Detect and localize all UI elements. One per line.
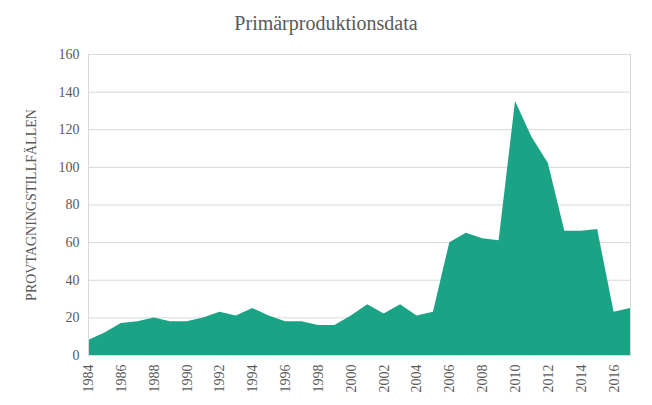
svg-text:2014: 2014 xyxy=(574,365,589,393)
svg-text:80: 80 xyxy=(66,197,80,212)
svg-text:2008: 2008 xyxy=(475,365,490,393)
svg-text:1986: 1986 xyxy=(114,365,129,393)
svg-text:2002: 2002 xyxy=(377,365,392,393)
svg-text:140: 140 xyxy=(59,85,80,100)
svg-text:2000: 2000 xyxy=(344,365,359,393)
svg-text:1996: 1996 xyxy=(278,365,293,393)
svg-text:60: 60 xyxy=(66,235,80,250)
svg-text:1990: 1990 xyxy=(180,365,195,393)
svg-text:2010: 2010 xyxy=(508,365,523,393)
svg-text:2012: 2012 xyxy=(541,365,556,393)
svg-text:160: 160 xyxy=(59,47,80,62)
svg-text:2016: 2016 xyxy=(607,365,622,393)
svg-text:PROVTAGNINGSTILLFÄLLEN: PROVTAGNINGSTILLFÄLLEN xyxy=(23,109,39,301)
svg-text:1994: 1994 xyxy=(245,365,260,393)
svg-text:0: 0 xyxy=(73,348,80,363)
svg-text:2006: 2006 xyxy=(442,365,457,393)
svg-text:20: 20 xyxy=(66,310,80,325)
svg-text:120: 120 xyxy=(59,122,80,137)
svg-text:1988: 1988 xyxy=(147,365,162,393)
svg-text:2004: 2004 xyxy=(409,365,424,393)
svg-text:100: 100 xyxy=(59,160,80,175)
svg-text:1984: 1984 xyxy=(81,365,96,393)
html-text:Primärproduktionsdata: Primärproduktionsdata xyxy=(234,12,418,34)
svg-text:40: 40 xyxy=(66,273,80,288)
svg-text:1998: 1998 xyxy=(311,365,326,393)
svg-text:1992: 1992 xyxy=(212,365,227,393)
